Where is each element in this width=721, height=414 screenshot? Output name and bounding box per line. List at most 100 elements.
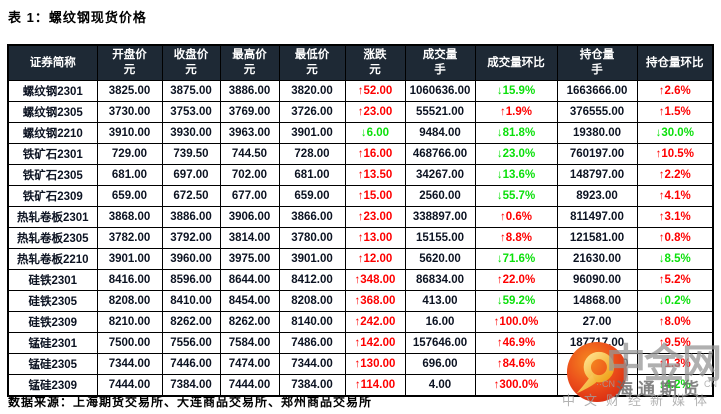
cell-name: 热轧卷板2305 <box>7 227 98 249</box>
up-change-value: ↑23.00 <box>357 106 393 118</box>
cell-change: ↑52.00 <box>344 80 406 102</box>
up-change-value: ↑114.00 <box>354 379 396 391</box>
up-change-value: ↑84.6% <box>496 358 536 370</box>
cell-name: 热轧卷板2301 <box>7 206 98 228</box>
cell-volume-mom: ↑8.8% <box>474 227 558 249</box>
cell-high: 3814.00 <box>219 227 280 249</box>
column-unit: 元 <box>243 64 256 76</box>
up-change-value: ↑15.00 <box>357 190 393 202</box>
cell-change: ↑142.00 <box>344 332 406 354</box>
price-table: 证券简称 开盘价元收盘价元最高价元最低价元涨跌元成交量手成交量环比 持仓量手持仓量环… <box>7 44 714 397</box>
cell-close: 7384.00 <box>161 374 221 397</box>
down-change-value: ↓4.2% <box>658 379 691 391</box>
cell-name: 铁矿石2301 <box>7 143 98 165</box>
up-change-value: ↑8.0% <box>658 316 691 328</box>
cell-low: 728.00 <box>278 143 346 165</box>
cell-volume-mom: ↑46.9% <box>474 332 558 354</box>
down-change-value: ↓81.8% <box>496 127 536 139</box>
cell-high: 3963.00 <box>219 122 280 144</box>
cell-close: 697.00 <box>161 164 221 186</box>
cell-oi-mom: ↑4.1% <box>636 185 714 207</box>
cell-open: 3825.00 <box>96 80 163 102</box>
cell-open: 8416.00 <box>96 269 163 291</box>
cell-high: 8454.00 <box>219 290 280 312</box>
cell-volume: 2560.00 <box>404 185 476 207</box>
up-change-value: ↑23.00 <box>357 211 393 223</box>
cell-volume-mom: ↓81.8% <box>474 122 558 144</box>
up-change-value: ↑5.2% <box>658 274 691 286</box>
cell-volume: 34267.00 <box>404 164 476 186</box>
cell-open-interest: 187717.00 <box>556 332 638 354</box>
cell-volume: 15155.00 <box>404 227 476 249</box>
cell-volume: 9484.00 <box>404 122 476 144</box>
cell-open: 659.00 <box>96 185 163 207</box>
cell-name: 锰硅2301 <box>7 332 98 354</box>
cell-oi-mom: ↑1.5% <box>636 101 714 123</box>
table-row: 铁矿石2309 659.00 672.50 677.00 659.00 ↑15.00 256… <box>7 185 714 207</box>
cell-oi-mom: ↓0.2% <box>636 290 714 312</box>
cell-open: 3782.00 <box>96 227 163 249</box>
table-row: 热轧卷板2210 3901.00 3960.00 3975.00 3901.00 ↑12.… <box>7 248 714 270</box>
cell-name: 锰硅2309 <box>7 374 98 397</box>
cell-name: 螺纹钢2210 <box>7 122 98 144</box>
table-row: 铁矿石2301 729.00 739.50 744.50 728.00 ↑16.00 468… <box>7 143 714 165</box>
cell-oi-mom: ↑5.2% <box>636 269 714 291</box>
cell-low: 8208.00 <box>278 290 346 312</box>
column-header: 最低价元 <box>278 44 346 81</box>
up-change-value: ↑1.9% <box>500 106 532 118</box>
cell-high: 8644.00 <box>219 269 280 291</box>
column-header: 成交量环比 <box>474 44 558 81</box>
cell-low: 3726.00 <box>278 101 346 123</box>
down-change-value: ↓30.0% <box>655 127 694 139</box>
cell-change: ↑13.50 <box>344 164 406 186</box>
cell-close: 3753.00 <box>161 101 221 123</box>
cell-volume-mom: ↓23.0% <box>474 143 558 165</box>
up-change-value: ↑3.1% <box>658 211 691 223</box>
cell-low: 3820.00 <box>278 80 346 102</box>
up-change-value: ↑22.0% <box>496 274 536 286</box>
cell-open-interest: 811497.00 <box>556 206 638 228</box>
cell-open: 729.00 <box>96 143 163 165</box>
cell-volume: 1060636.00 <box>404 80 476 102</box>
cell-name: 热轧卷板2210 <box>7 248 98 270</box>
cell-low: 8412.00 <box>278 269 346 291</box>
cell-open: 681.00 <box>96 164 163 186</box>
cell-name: 硅铁2305 <box>7 290 98 312</box>
up-change-value: ↑13.00 <box>357 232 393 244</box>
column-header: 证券简称 <box>7 44 98 81</box>
cell-volume-mom: ↓71.6% <box>474 248 558 270</box>
cell-close: 3875.00 <box>161 80 221 102</box>
table-row: 硅铁2309 8210.00 8262.00 8262.00 8140.00 ↑242.0… <box>7 311 714 333</box>
cell-open: 3910.00 <box>96 122 163 144</box>
cell-volume-mom: ↑1.9% <box>474 101 558 123</box>
table-header: 证券简称 开盘价元收盘价元最高价元最低价元涨跌元成交量手成交量环比 持仓量手持仓量环… <box>7 44 714 81</box>
cell-oi-mom: ↓8.5% <box>636 248 714 270</box>
down-change-value: ↓6.00 <box>360 127 390 139</box>
cell-oi-mom: ↑9.5% <box>636 332 714 354</box>
up-change-value: ↑368.00 <box>354 295 396 307</box>
cell-high: 8262.00 <box>219 311 280 333</box>
cell-volume-mom: ↑100.0% <box>474 311 558 333</box>
up-change-value: ↑100.0% <box>493 316 539 328</box>
cell-change: ↑368.00 <box>344 290 406 312</box>
up-change-value: ↑142.00 <box>354 337 396 349</box>
up-change-value: ↑52.00 <box>357 85 393 97</box>
up-change-value: ↑1.3% <box>658 358 691 370</box>
data-source: 数据来源：上海期货交易所、大连商品交易所、郑州商品交易所 <box>8 395 373 409</box>
cell-volume: 468766.00 <box>404 143 476 165</box>
cell-low: 3780.00 <box>278 227 346 249</box>
cell-change: ↑23.00 <box>344 101 406 123</box>
cell-open-interest: 21630.00 <box>556 248 638 270</box>
up-change-value: ↑2.6% <box>658 85 691 97</box>
cell-open-interest: 1663666.00 <box>556 80 638 102</box>
cell-open: 3868.00 <box>96 206 163 228</box>
cell-low: 8140.00 <box>278 311 346 333</box>
cell-change: ↑348.00 <box>344 269 406 291</box>
down-change-value: ↓15.9% <box>496 85 536 97</box>
cell-open-interest: 121581.00 <box>556 227 638 249</box>
cell-close: 3930.00 <box>161 122 221 144</box>
cell-low: 3901.00 <box>278 248 346 270</box>
table-row: 锰硅2305 7344.00 7446.00 7474.00 7344.00 ↑130.0… <box>7 353 714 375</box>
cell-open-interest <box>556 374 638 397</box>
